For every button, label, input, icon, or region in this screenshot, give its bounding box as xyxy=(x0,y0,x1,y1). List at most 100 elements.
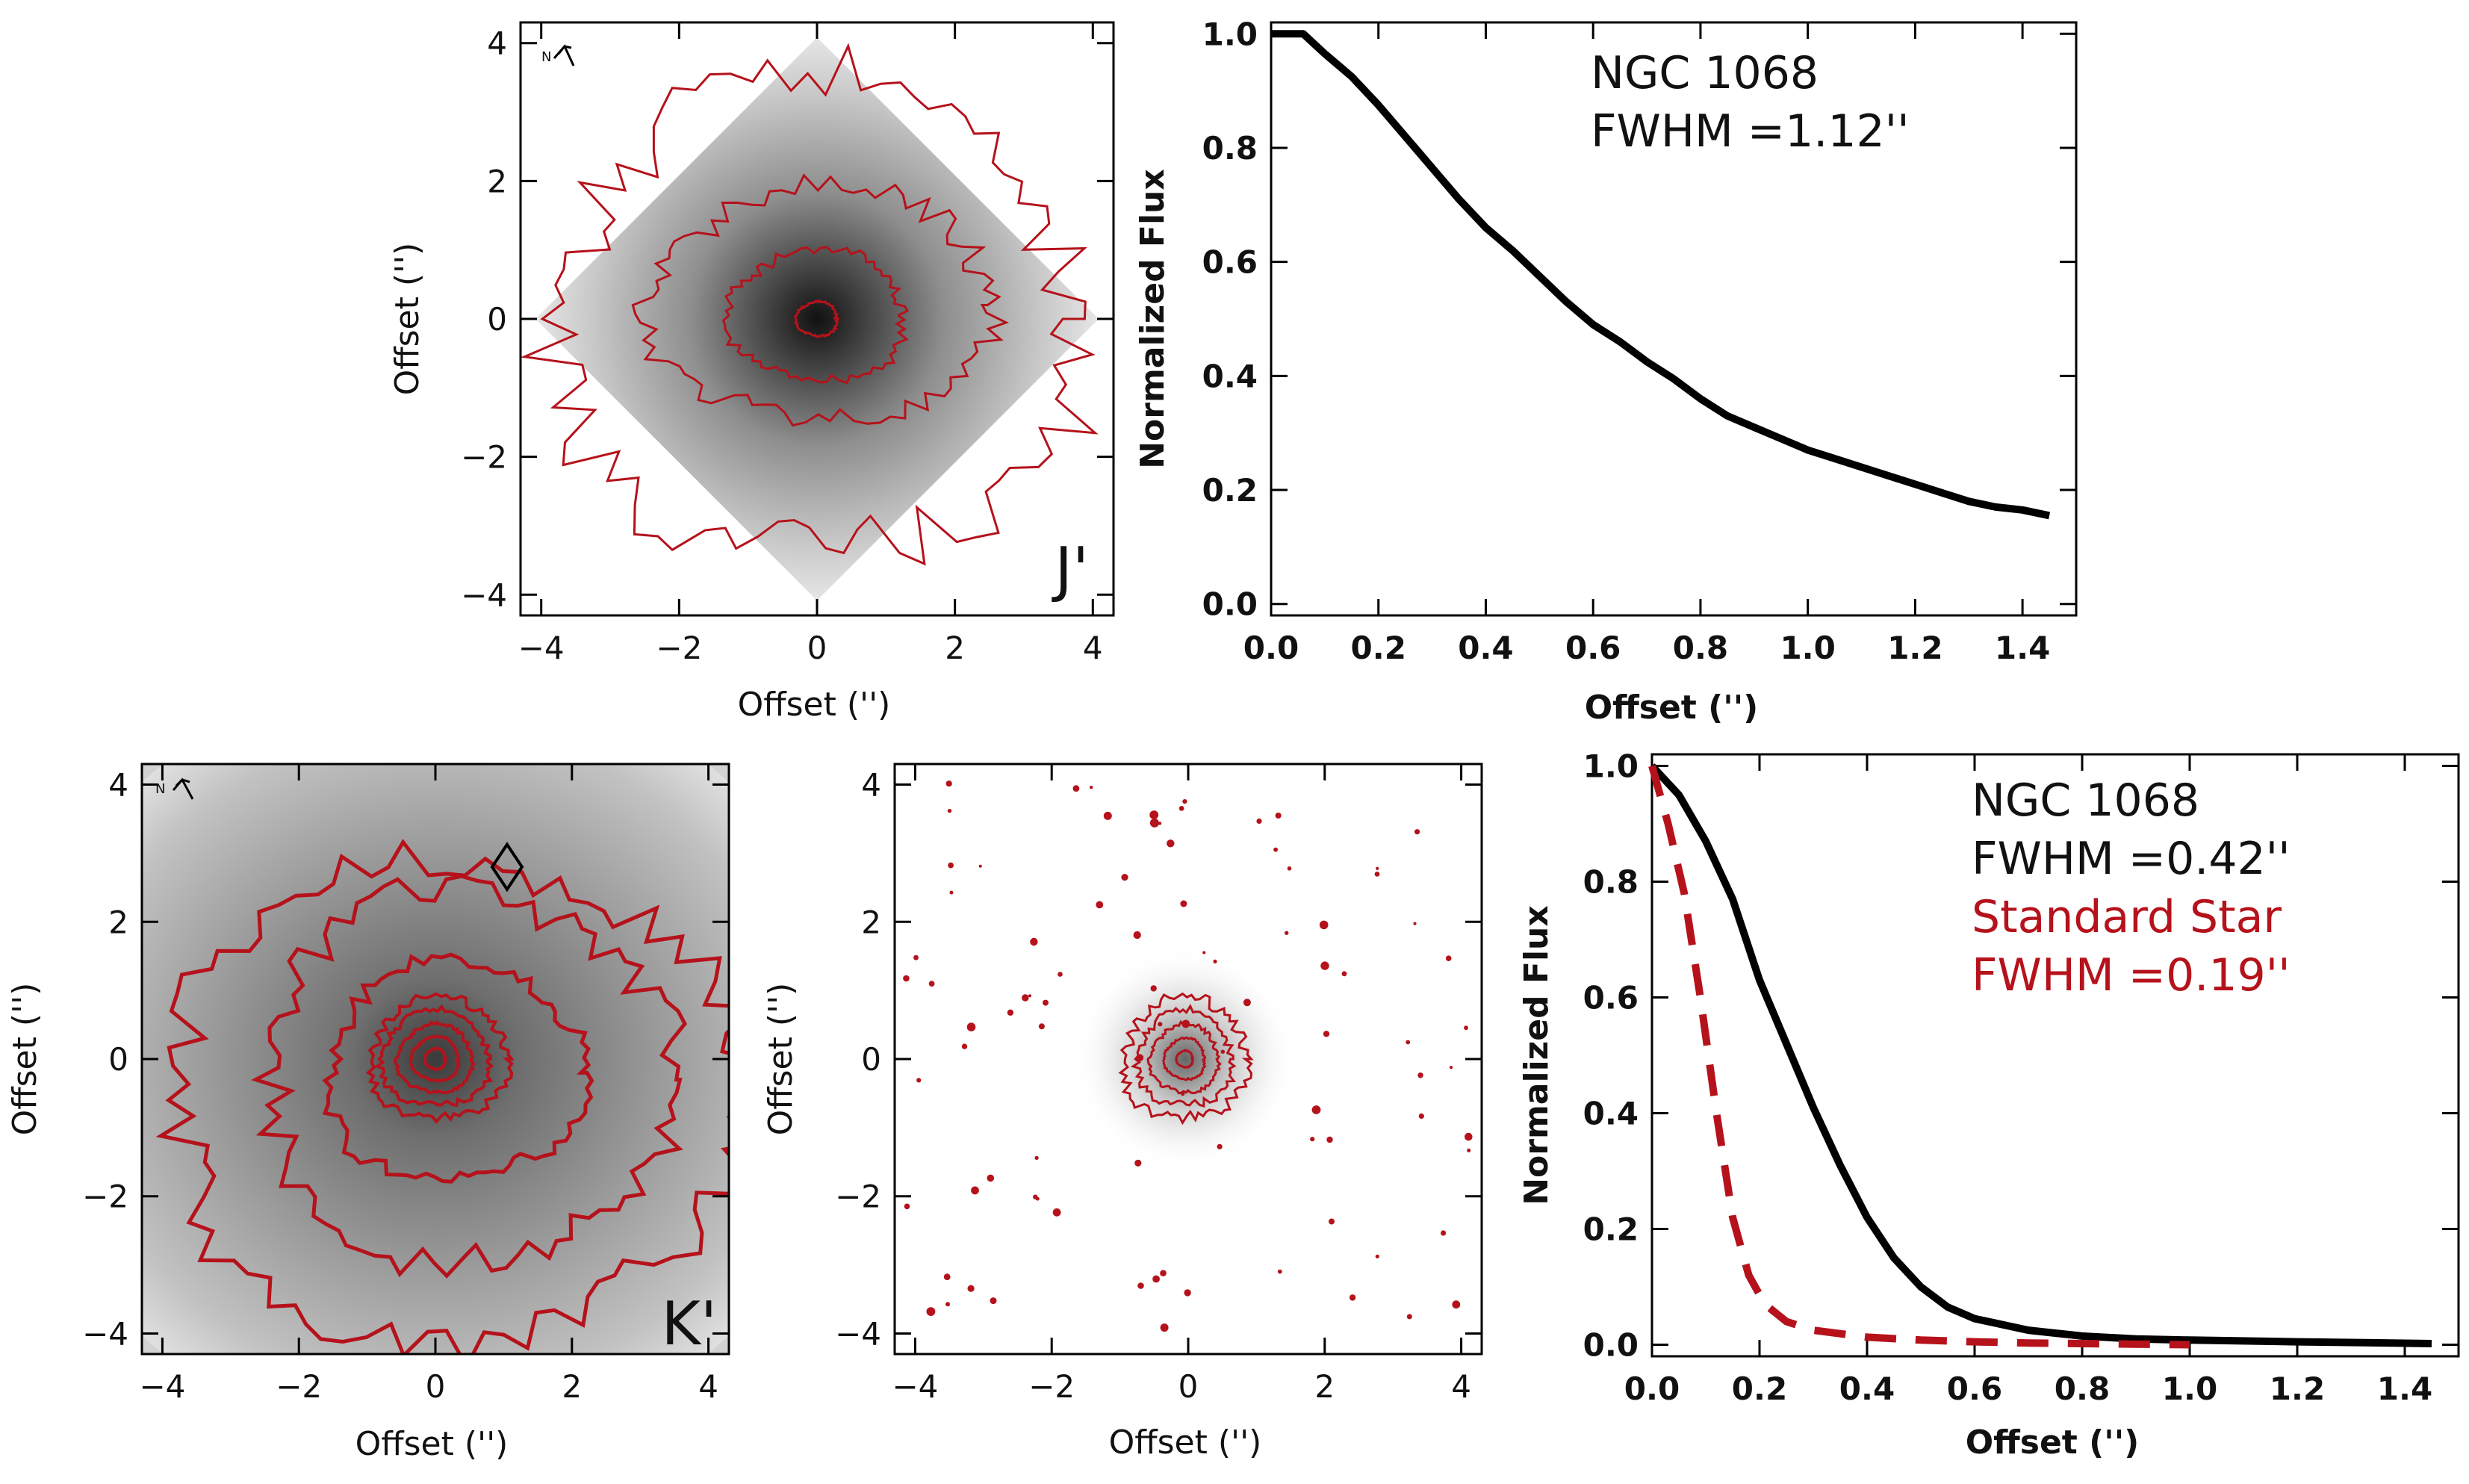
noise-speckle xyxy=(1319,920,1329,930)
contour-line xyxy=(251,874,687,1279)
noise-speckle xyxy=(1374,872,1380,877)
x-tick-label: −4 xyxy=(139,1368,185,1405)
noise-speckle xyxy=(928,981,935,987)
noise-speckle xyxy=(1160,1323,1169,1332)
compass-north-label: N xyxy=(155,781,165,797)
noise-speckle xyxy=(1150,985,1157,992)
contour-line xyxy=(521,43,1099,566)
noise-speckle xyxy=(1043,999,1049,1006)
noise-speckle xyxy=(1038,1023,1045,1030)
contour-line xyxy=(721,246,909,385)
y-tick-label: 1.0 xyxy=(1583,748,1639,785)
noise-speckle xyxy=(903,975,910,982)
noise-speckle xyxy=(1096,901,1104,909)
noise-speckles xyxy=(903,780,1473,1332)
x-tick-label: 0.4 xyxy=(1839,1370,1895,1407)
y-tick-label: 0 xyxy=(487,301,507,338)
x-tick-label: 0.6 xyxy=(1565,630,1621,666)
noise-speckle xyxy=(1052,1208,1061,1217)
noise-speckle xyxy=(1285,931,1289,935)
k-profile-frame xyxy=(1650,753,2460,1358)
x-tick-label: 2 xyxy=(945,630,965,666)
noise-speckle xyxy=(1445,955,1452,961)
x-tick-label: 0.8 xyxy=(2055,1370,2110,1407)
noise-speckle xyxy=(1311,1105,1321,1114)
noise-speckle xyxy=(1028,994,1032,998)
noise-speckle xyxy=(1452,1300,1461,1309)
noise-speckle xyxy=(1178,806,1184,811)
x-tick-label: 0 xyxy=(807,630,827,666)
x-tick-label: −2 xyxy=(276,1368,322,1405)
x-tick-label: 4 xyxy=(698,1368,718,1405)
y-tick-label: −2 xyxy=(835,1179,881,1215)
y-tick-label: 0.6 xyxy=(1583,980,1639,1016)
y-tick-label: 4 xyxy=(108,767,128,804)
x-tick-label: 4 xyxy=(1451,1368,1471,1405)
x-tick-label: −2 xyxy=(1028,1368,1075,1405)
contour-line xyxy=(793,299,839,338)
noise-speckle xyxy=(1137,1282,1144,1289)
j-image-xlabel: Offset ('') xyxy=(738,686,891,724)
noise-speckle xyxy=(1329,1218,1335,1225)
noise-speckle xyxy=(1134,1159,1142,1167)
x-tick-label: −2 xyxy=(656,630,702,666)
noise-speckle xyxy=(1349,1294,1356,1301)
contour-line xyxy=(322,952,594,1184)
noise-speckle xyxy=(1217,1143,1223,1149)
noise-speckle xyxy=(1341,971,1347,977)
standard-star-profile-line xyxy=(1648,765,2190,1349)
noise-speckle xyxy=(1465,1132,1473,1141)
x-tick-label: 1.2 xyxy=(1887,630,1942,666)
noise-speckle xyxy=(1072,785,1080,792)
noise-speckle xyxy=(1133,931,1141,940)
noise-speckle xyxy=(1090,786,1093,789)
k-profile-object-label: NGC 1068 xyxy=(1972,774,2199,827)
x-tick-label: −4 xyxy=(892,1368,938,1405)
noise-speckle xyxy=(1320,961,1329,970)
noise-speckle xyxy=(1034,1155,1039,1160)
noise-speckle xyxy=(1418,1113,1424,1119)
star-image-xlabel: Offset ('') xyxy=(1109,1424,1262,1462)
noise-speckle xyxy=(1149,818,1159,828)
k-profile-fwhm-label: FWHM =0.42'' xyxy=(1972,833,2291,885)
noise-speckle xyxy=(1180,900,1187,907)
noise-speckle xyxy=(1441,1230,1447,1236)
y-tick-label: 2 xyxy=(861,904,881,940)
x-tick-label: 4 xyxy=(1083,630,1103,666)
contour-line xyxy=(1130,1003,1237,1108)
contour-line xyxy=(394,1020,476,1095)
contour-line xyxy=(365,992,515,1124)
panel-star-image: −4 −2 0 2 4 −4 −2 0 2 4 Offset ('') Offset ('') xyxy=(762,763,1483,1462)
x-tick-label: 0 xyxy=(426,1368,446,1405)
compass-arrow-icon: N xyxy=(155,777,194,800)
y-tick-label: 0.0 xyxy=(1202,586,1258,623)
noise-speckle xyxy=(1376,866,1379,870)
star-image-field xyxy=(1073,947,1297,1171)
noise-speckle xyxy=(1287,866,1292,871)
noise-speckle xyxy=(1158,822,1162,825)
contour-line xyxy=(631,173,1010,427)
k-image-ylabel: Offset ('') xyxy=(6,983,44,1136)
j-image-ylabel: Offset ('') xyxy=(388,243,426,396)
y-tick-label: 2 xyxy=(108,904,128,940)
noise-speckle xyxy=(1273,847,1278,852)
noise-speckle xyxy=(1181,1092,1185,1096)
noise-speckle xyxy=(1007,1009,1014,1016)
contour-line xyxy=(1118,992,1254,1126)
y-tick-label: 4 xyxy=(861,767,881,804)
noise-speckle xyxy=(1417,1072,1423,1078)
y-tick-label: 0.4 xyxy=(1583,1096,1639,1132)
noise-speckle xyxy=(1243,999,1251,1007)
noise-speckle xyxy=(949,890,954,895)
noise-speckle xyxy=(926,1307,936,1316)
noise-speckle xyxy=(1449,1066,1453,1069)
x-tick-label: 0.8 xyxy=(1673,630,1728,666)
j-profile-frame xyxy=(1270,21,2078,617)
ngc1068-profile-line xyxy=(1649,763,2432,1347)
noise-speckle xyxy=(1202,951,1206,954)
x-tick-label: 0.0 xyxy=(1624,1370,1680,1407)
x-tick-label: 0.0 xyxy=(1243,630,1299,666)
x-tick-label: 1.0 xyxy=(2162,1370,2217,1407)
noise-speckle xyxy=(966,1022,976,1031)
